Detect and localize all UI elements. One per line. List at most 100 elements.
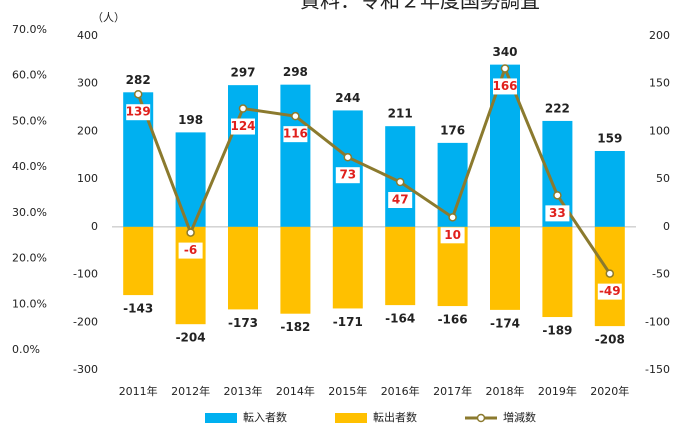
value-label: -204 xyxy=(176,331,206,345)
bar xyxy=(280,226,311,314)
line-value-label: 10 xyxy=(444,228,461,242)
y2-tick-label: -150 xyxy=(645,363,670,376)
value-label: -164 xyxy=(385,312,415,326)
line-marker xyxy=(186,228,195,237)
x-tick-label: 2020年 xyxy=(590,384,629,398)
y-tick-label: 300 xyxy=(77,77,98,90)
y-tick-label: 400 xyxy=(77,29,98,42)
line-value-label: 47 xyxy=(392,193,409,207)
y3-tick-label: 70.0% xyxy=(12,23,47,36)
line-value-label: 73 xyxy=(339,168,356,182)
bar xyxy=(228,226,258,310)
y2-tick-label: 0 xyxy=(663,220,670,233)
line-marker xyxy=(291,111,300,121)
value-label: -174 xyxy=(490,316,520,330)
x-tick-label: 2015年 xyxy=(328,384,367,398)
y-tick-label: 0 xyxy=(91,220,98,233)
value-label: -171 xyxy=(333,315,363,329)
label-bg xyxy=(493,78,517,95)
x-tick-label: 2017年 xyxy=(433,384,472,398)
note: 資料：令和２年度国勢調査 xyxy=(300,0,540,13)
value-label: 176 xyxy=(440,123,465,137)
line-value-label: 116 xyxy=(283,127,308,141)
line-marker xyxy=(500,64,510,73)
y-tick-label: -100 xyxy=(73,268,98,281)
bar xyxy=(490,226,520,310)
y3-tick-label: 50.0% xyxy=(12,114,47,127)
y3-tick-label: 20.0% xyxy=(12,252,47,265)
value-label: -182 xyxy=(280,320,310,334)
x-tick-label: 2011年 xyxy=(119,384,158,398)
bar xyxy=(332,226,363,309)
y3-tick-label: 60.0% xyxy=(12,69,47,82)
bar xyxy=(175,132,206,227)
y2-tick-label: 150 xyxy=(649,77,670,90)
line-value-label: 139 xyxy=(126,105,151,119)
unit-label: （人） xyxy=(92,11,125,24)
x-tick-label: 2013年 xyxy=(224,384,263,398)
value-label: 198 xyxy=(178,113,203,127)
line-marker xyxy=(448,213,457,222)
x-tick-label: 2016年 xyxy=(381,384,420,398)
value-label: 282 xyxy=(126,73,151,87)
line xyxy=(136,64,612,275)
legend-swatch xyxy=(205,413,237,423)
line-value-label: 33 xyxy=(549,206,566,220)
label-bg xyxy=(231,118,255,135)
label-bg xyxy=(126,104,151,121)
line-marker xyxy=(395,177,405,187)
label-bg xyxy=(283,126,308,143)
value-label: -173 xyxy=(228,316,258,330)
bar xyxy=(175,226,206,325)
y3-tick-label: 10.0% xyxy=(12,297,47,310)
y-tick-label: -200 xyxy=(73,315,98,328)
value-label: 211 xyxy=(388,107,413,121)
value-label: -208 xyxy=(595,333,625,347)
value-label: 159 xyxy=(597,131,622,145)
value-label: -189 xyxy=(542,324,572,338)
y2-tick-label: 50 xyxy=(656,172,670,185)
value-label: 244 xyxy=(335,91,360,105)
x-tick-label: 2012年 xyxy=(171,384,210,398)
y2-tick-label: -100 xyxy=(645,315,670,328)
value-label: 298 xyxy=(283,65,308,79)
y3-tick-label: 30.0% xyxy=(12,206,47,219)
legend-label: 転出者数 xyxy=(373,410,417,424)
bar xyxy=(123,226,154,296)
y-tick-label: 100 xyxy=(77,172,98,185)
legend-label: 転入者数 xyxy=(243,411,287,424)
bar xyxy=(385,226,416,306)
value-label: 297 xyxy=(230,66,255,80)
bar xyxy=(594,150,625,227)
line-value-label: -49 xyxy=(599,284,621,298)
y2-tick-label: 200 xyxy=(649,29,670,42)
value-label: 222 xyxy=(545,101,570,115)
label-bg xyxy=(388,192,413,209)
x-tick-label: 2018年 xyxy=(486,384,525,398)
y-tick-label: -300 xyxy=(73,363,98,376)
bar xyxy=(542,226,573,318)
line-marker xyxy=(343,152,353,162)
line-marker xyxy=(605,269,615,278)
line-value-label: 124 xyxy=(230,119,255,133)
label-bg xyxy=(335,167,360,184)
label-bg xyxy=(597,283,622,300)
legend-swatch xyxy=(335,413,367,423)
value-label: -166 xyxy=(438,313,468,327)
x-tick-label: 2019年 xyxy=(538,384,577,398)
label-bg xyxy=(440,227,465,244)
x-tick-label: 2014年 xyxy=(276,384,315,398)
value-label: 340 xyxy=(492,45,517,59)
y3-tick-label: 40.0% xyxy=(12,160,47,173)
legend-label: 増減数 xyxy=(503,410,536,424)
line-marker xyxy=(238,104,248,113)
line-value-label: 166 xyxy=(492,79,517,93)
legend-marker xyxy=(476,413,486,423)
y3-tick-label: 0.0% xyxy=(12,343,40,356)
line-marker xyxy=(133,89,143,99)
y2-tick-label: -50 xyxy=(652,268,670,281)
bar xyxy=(280,84,311,227)
y2-tick-label: 100 xyxy=(649,124,670,137)
line-value-label: -6 xyxy=(184,243,197,257)
